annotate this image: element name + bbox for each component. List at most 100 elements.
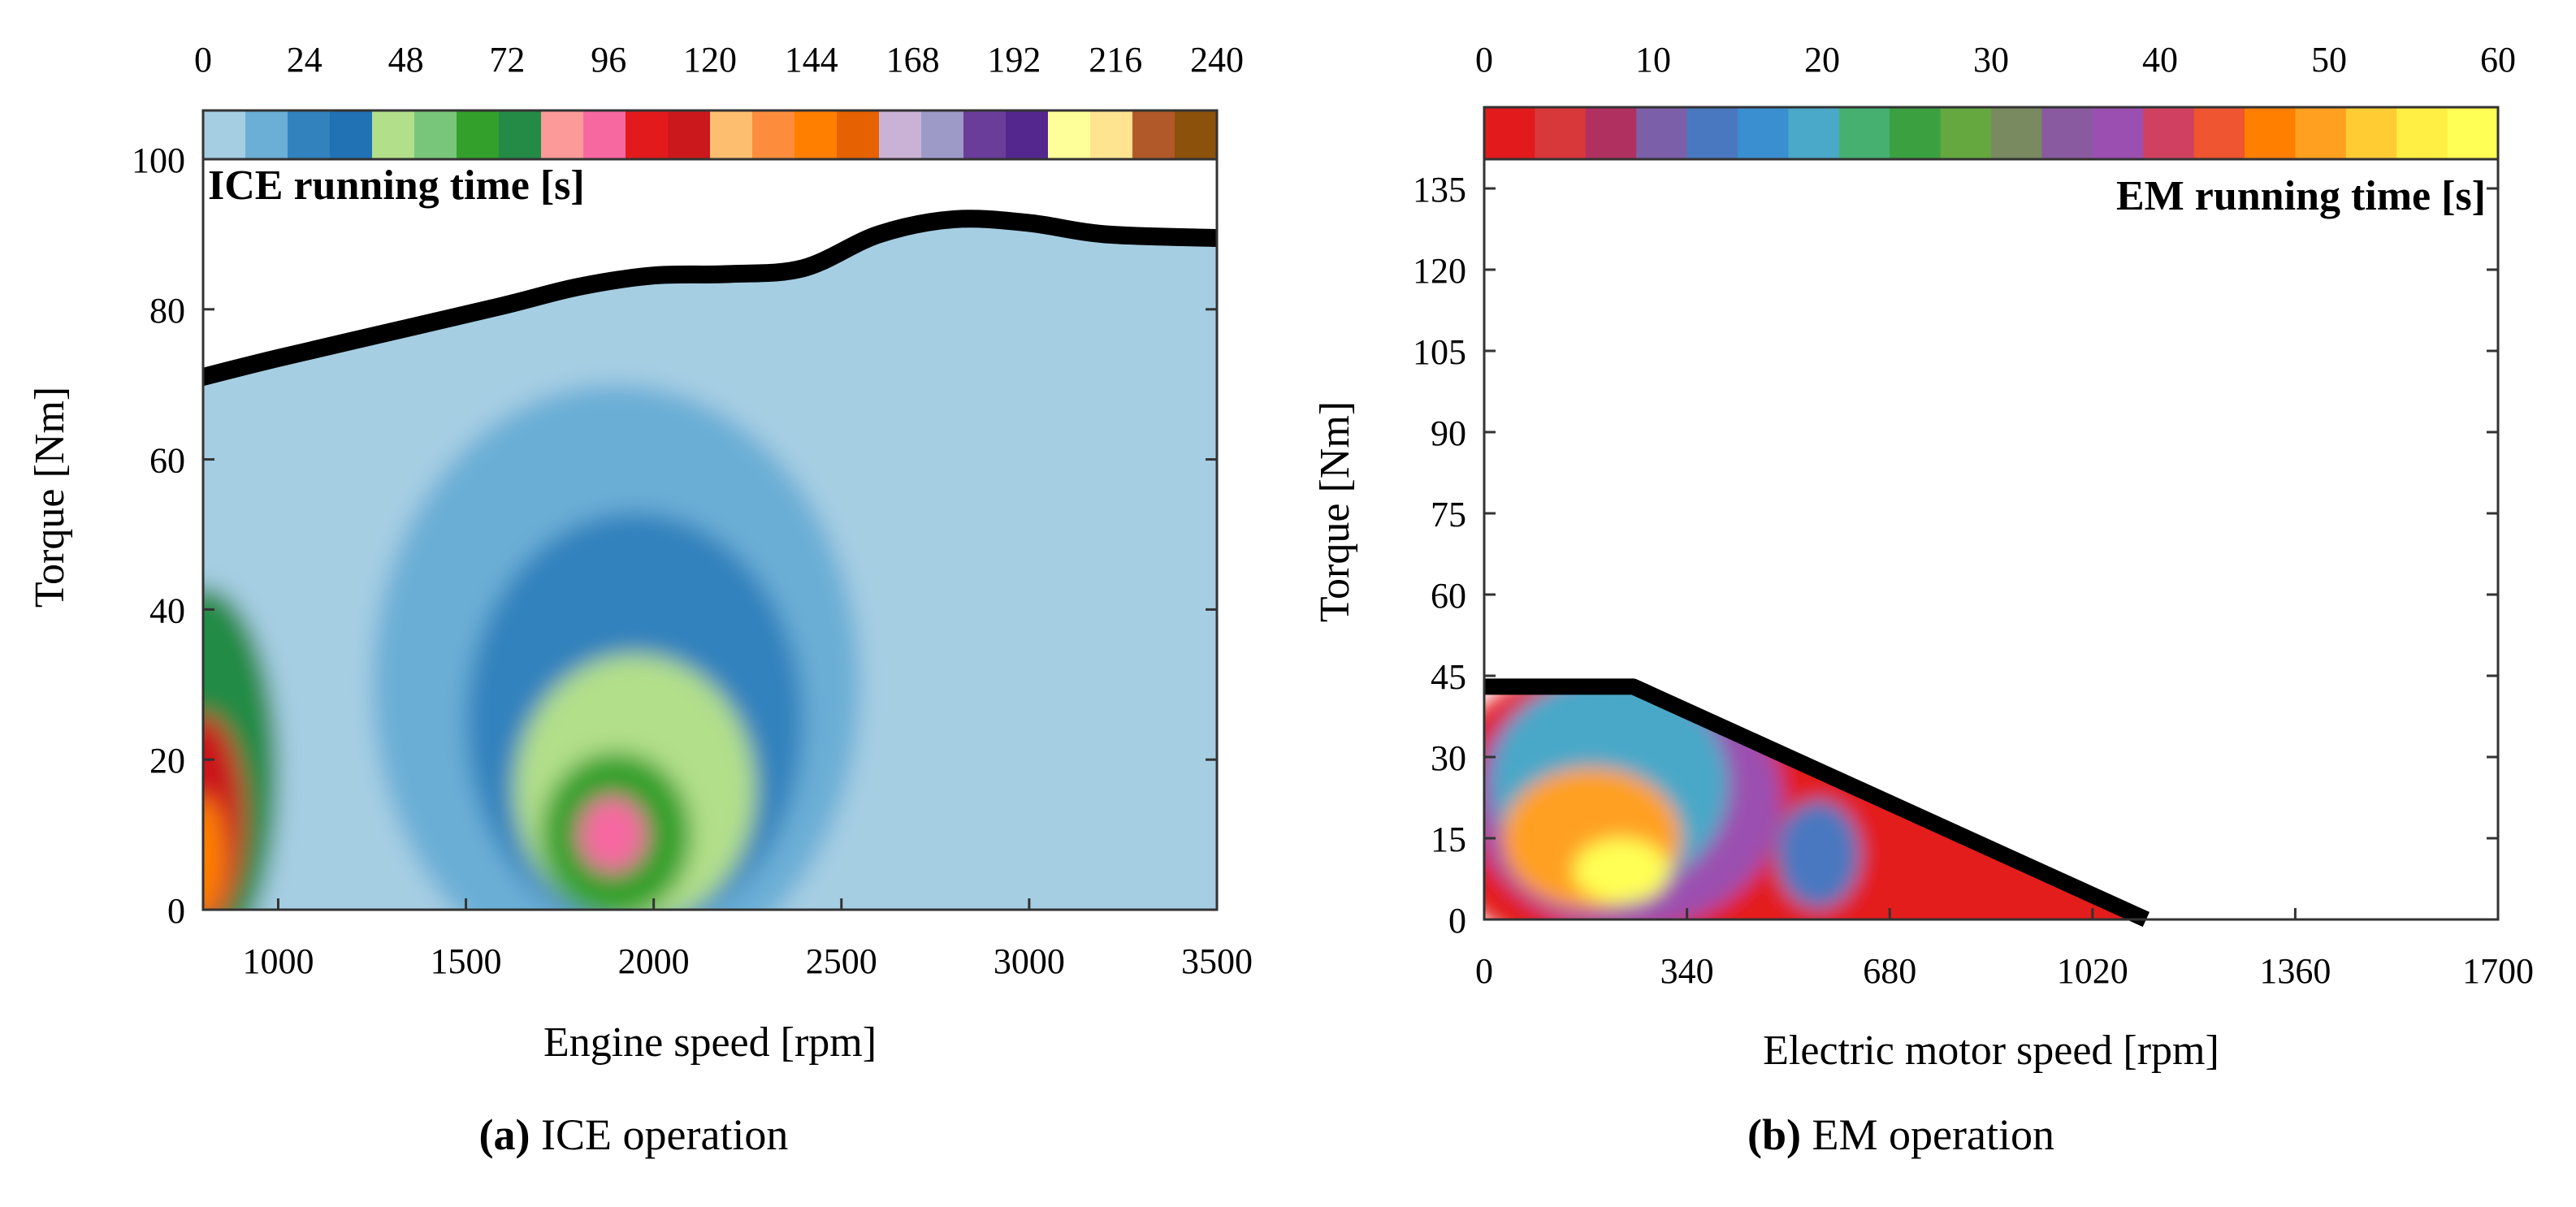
colorbar-a-ticks: 0 24 48 72 96 120 144 168 192 216 240 [194,40,1244,80]
colorbar-a-segment [1175,110,1218,159]
y-axis-label-a: Torque [Nm] [27,387,73,608]
colorbar-a [203,110,1218,159]
colorbar-b-segment [1585,107,1637,159]
panel-a: 0 24 48 72 96 120 144 168 192 216 240 1000 1500 2000… [27,40,1253,1159]
y-tick-label-b: 45 [1431,657,1466,697]
heat-region-low-speed-orange [203,797,226,910]
colorbar-b-segment [2295,107,2347,159]
panel-b: 0 10 20 30 40 50 60 0 340 680 1020 1360 17000153045… [1312,40,2534,1159]
caption-a: (a) ICE operation [479,1110,789,1159]
colorbar-a-segment [710,110,753,159]
x-tick-label-a: 1000 [242,941,314,981]
y-tick-label-a: 0 [167,891,185,931]
colorbar-a-segment [499,110,542,159]
colorbar-a-tick-label: 24 [287,40,323,80]
colorbar-b-tick-label: 60 [2480,40,2516,80]
annotation-b: EM running time [s] [2116,173,2486,219]
colorbar-a-segment [963,110,1007,159]
colorbar-a-segment [837,110,880,159]
x-axis-label-b: Electric motor speed [rpm] [1763,1027,2219,1074]
colorbar-a-segment [414,110,457,159]
x-tick-label-b: 1020 [2057,951,2128,991]
caption-b: (b) EM operation [1747,1110,2054,1159]
y-tick-label-b: 0 [1448,901,1466,941]
colorbar-a-segment [921,110,964,159]
colorbar-b-segment [1686,107,1738,159]
y-tick-label-a: 40 [149,591,185,630]
y-tick-label-a: 60 [149,441,185,481]
colorbar-a-segment [330,110,373,159]
y-tick-label-b: 90 [1431,413,1466,453]
colorbar-b-segment [1838,107,1890,159]
caption-b-letter: (b) [1747,1110,1801,1159]
heat-region-blue-patch [1776,800,1860,909]
colorbar-b-segment [2143,107,2195,159]
y-tick-label-b: 15 [1431,820,1466,859]
caption-a-letter: (a) [479,1110,530,1159]
plot-frame-a [201,109,1219,911]
x-tick-label-b: 1360 [2259,951,2331,991]
y-tick-label-b: 105 [1413,332,1466,372]
heatmap-a [203,159,1217,910]
colorbar-a-tick-label: 0 [194,40,212,80]
x-tick-label-b: 1700 [2462,951,2534,991]
y-tick-label-a: 20 [149,741,185,781]
colorbar-b [1484,107,2499,159]
colorbar-a-segment [203,110,246,159]
y-axis-label-b: Torque [Nm] [1312,401,1358,622]
y-tick-label-b: 75 [1431,495,1466,534]
colorbar-b-segment [2245,107,2297,159]
colorbar-b-segment [2193,107,2245,159]
heat-region-peak-pink [578,797,647,872]
colorbar-a-tick-label: 168 [886,40,940,80]
axes-a: 1000 1500 2000 2500 3000 3500 0 20 40 60 80 100 [132,141,1253,981]
x-tick-label-b: 0 [1475,951,1493,991]
heat-region-yellow-peak [1574,838,1669,903]
colorbar-b-segment [1636,107,1688,159]
x-tick-label-a: 2000 [618,941,690,981]
colorbar-a-tick-label: 120 [683,40,737,80]
colorbar-a-segment [1090,110,1133,159]
colorbar-b-segment [1940,107,1992,159]
colorbar-a-tick-label: 240 [1190,40,1244,80]
colorbar-a-segment [626,110,669,159]
colorbar-a-segment [1132,110,1175,159]
colorbar-b-segment [2092,107,2144,159]
colorbar-b-segment [1788,107,1840,159]
colorbar-a-segment [879,110,922,159]
x-tick-label-a: 1500 [431,941,502,981]
colorbar-a-segment [288,110,331,159]
colorbar-a-segment [1006,110,1049,159]
colorbar-a-segment [541,110,584,159]
colorbar-b-tick-label: 10 [1635,40,1671,80]
colorbar-b-tick-label: 40 [2142,40,2178,80]
y-tick-label-a: 100 [132,141,185,180]
y-tick-label-b: 135 [1413,170,1466,210]
colorbar-a-tick-label: 192 [987,40,1041,80]
y-tick-label-b: 60 [1431,576,1466,616]
colorbar-b-tick-label: 30 [1973,40,2009,80]
annotation-a: ICE running time [s] [208,162,585,209]
axes-b: 0 340 680 1020 1360 1700 0 15 30 45 60 75 90 105 120 13… [1413,170,2534,991]
colorbar-a-segment [752,110,795,159]
x-tick-label-a: 3000 [994,941,1065,981]
y-tick-label-b: 120 [1413,251,1466,291]
colorbar-a-segment [794,110,838,159]
x-axis-label-a: Engine speed [rpm] [543,1019,877,1066]
colorbar-b-segment [1535,107,1587,159]
max-torque-curve-a [203,210,1217,386]
x-tick-label-b: 340 [1660,951,1714,991]
colorbar-b-tick-label: 20 [1804,40,1840,80]
colorbar-a-segment [583,110,626,159]
colorbar-b-segment [1738,107,1790,159]
colorbar-a-tick-label: 72 [489,40,525,80]
y-tick-label-a: 80 [149,291,185,331]
colorbar-b-segment [1484,107,1536,159]
colorbar-b-tick-label: 0 [1475,40,1493,80]
colorbar-a-tick-label: 216 [1089,40,1142,80]
x-tick-label-a: 2500 [806,941,877,981]
y-tick-label-b: 30 [1431,738,1466,778]
colorbar-b-ticks: 0 10 20 30 40 50 60 [1475,40,2516,80]
max-torque-curve-b [1484,678,2150,928]
